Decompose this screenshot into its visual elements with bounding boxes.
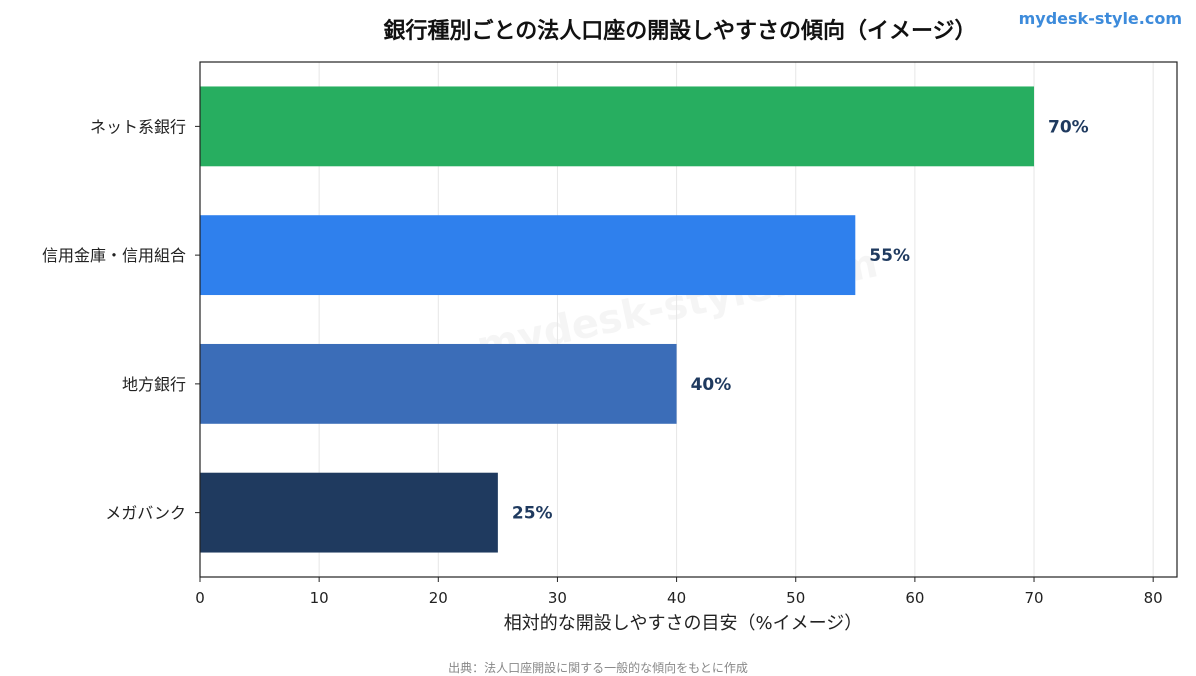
y-tick-label: メガバンク	[105, 504, 186, 523]
x-tick-label: 40	[667, 589, 686, 607]
chart-title: 銀行種別ごとの法人口座の開設しやすさの傾向（イメージ）	[383, 18, 976, 44]
bar	[200, 343, 677, 424]
x-tick-label: 10	[310, 589, 329, 607]
x-tick-label: 60	[905, 589, 924, 607]
bar	[200, 86, 1035, 167]
plot-frame	[199, 61, 1178, 578]
x-tick-label: 50	[786, 589, 805, 607]
site-watermark: mydesk-style.com	[1019, 9, 1182, 28]
x-tick-label: 20	[429, 589, 448, 607]
bar	[200, 472, 498, 553]
x-tick-label: 80	[1144, 589, 1163, 607]
data-label: 70%	[1048, 117, 1089, 137]
x-tick-label: 0	[195, 589, 205, 607]
y-tick-label: 信用金庫・信用組合	[42, 246, 186, 265]
data-label: 55%	[869, 246, 910, 266]
data-label: 40%	[691, 375, 732, 395]
y-tick-label: 地方銀行	[122, 375, 186, 394]
x-tick-label: 70	[1024, 589, 1043, 607]
x-axis-label: 相対的な開設しやすさの目安（%イメージ）	[504, 613, 863, 634]
bars-group	[200, 86, 1035, 553]
x-tick-label: 30	[548, 589, 567, 607]
labels-group: 0 10 20 30 40 50 60 70 80 ネット系銀行 70% 信用金庫・信用組合 55% 地方…	[42, 117, 1163, 607]
axes-group	[195, 61, 1178, 582]
data-label: 25%	[512, 504, 553, 524]
source-note: 出典：法人口座開設に関する一般的な傾向をもとに作成	[448, 660, 748, 675]
y-tick-label: ネット系銀行	[90, 117, 186, 136]
bar	[200, 215, 856, 296]
